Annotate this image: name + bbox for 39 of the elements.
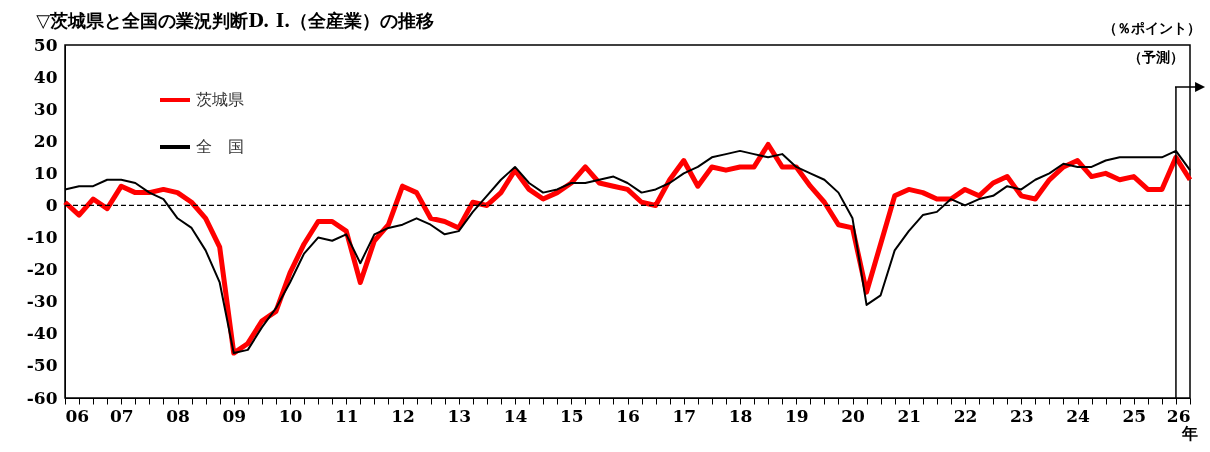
y-tick-label: 0: [45, 194, 58, 215]
x-tick-label: 11: [334, 405, 359, 426]
y-tick-label: 10: [33, 162, 58, 183]
legend-label: 全 国: [196, 137, 244, 156]
x-tick-label: 09: [222, 405, 247, 426]
x-tick-label: 12: [391, 405, 415, 426]
x-tick-label: 16: [616, 405, 640, 426]
chart-title: ▽茨城県と全国の業況判断D. I.（全産業）の推移: [36, 10, 435, 31]
x-tick-label: 13: [447, 405, 472, 426]
x-tick-label: 21: [897, 405, 922, 426]
y-tick-label: -20: [26, 259, 58, 280]
y-tick-label: -10: [26, 227, 58, 248]
y-tick-label: 40: [33, 66, 58, 87]
y-tick-label: -40: [26, 323, 58, 344]
x-tick-label: 25: [1122, 405, 1147, 426]
x-tick-label: 22: [953, 405, 978, 426]
x-tick-label: 14: [503, 405, 528, 426]
x-tick-label: 18: [728, 405, 753, 426]
y-tick-label: 20: [33, 130, 58, 151]
x-tick-label: 10: [278, 405, 303, 426]
x-tick-label: 06: [65, 405, 90, 426]
y-axis-title: （％ポイント）: [1102, 19, 1201, 36]
y-tick-label: -30: [26, 291, 58, 312]
y-tick-label: -50: [26, 355, 58, 376]
x-tick-label: 20: [841, 405, 865, 426]
y-tick-label: -60: [26, 387, 58, 408]
x-tick-label: 24: [1066, 405, 1090, 426]
x-tick-label: 19: [784, 405, 809, 426]
x-tick-label: 15: [559, 405, 584, 426]
x-tick-label: 08: [166, 405, 190, 426]
text: 年: [1181, 424, 1198, 443]
legend-label: 茨城県: [196, 90, 244, 109]
x-tick-label: 23: [1009, 405, 1034, 426]
ref-line-label: （予測）: [1127, 49, 1184, 65]
x-tick-label: 26: [1166, 405, 1191, 426]
y-tick-label: 50: [33, 34, 58, 55]
x-tick-label: 07: [109, 405, 134, 426]
y-tick-label: 30: [33, 98, 58, 119]
x-tick-label: 17: [672, 405, 697, 426]
